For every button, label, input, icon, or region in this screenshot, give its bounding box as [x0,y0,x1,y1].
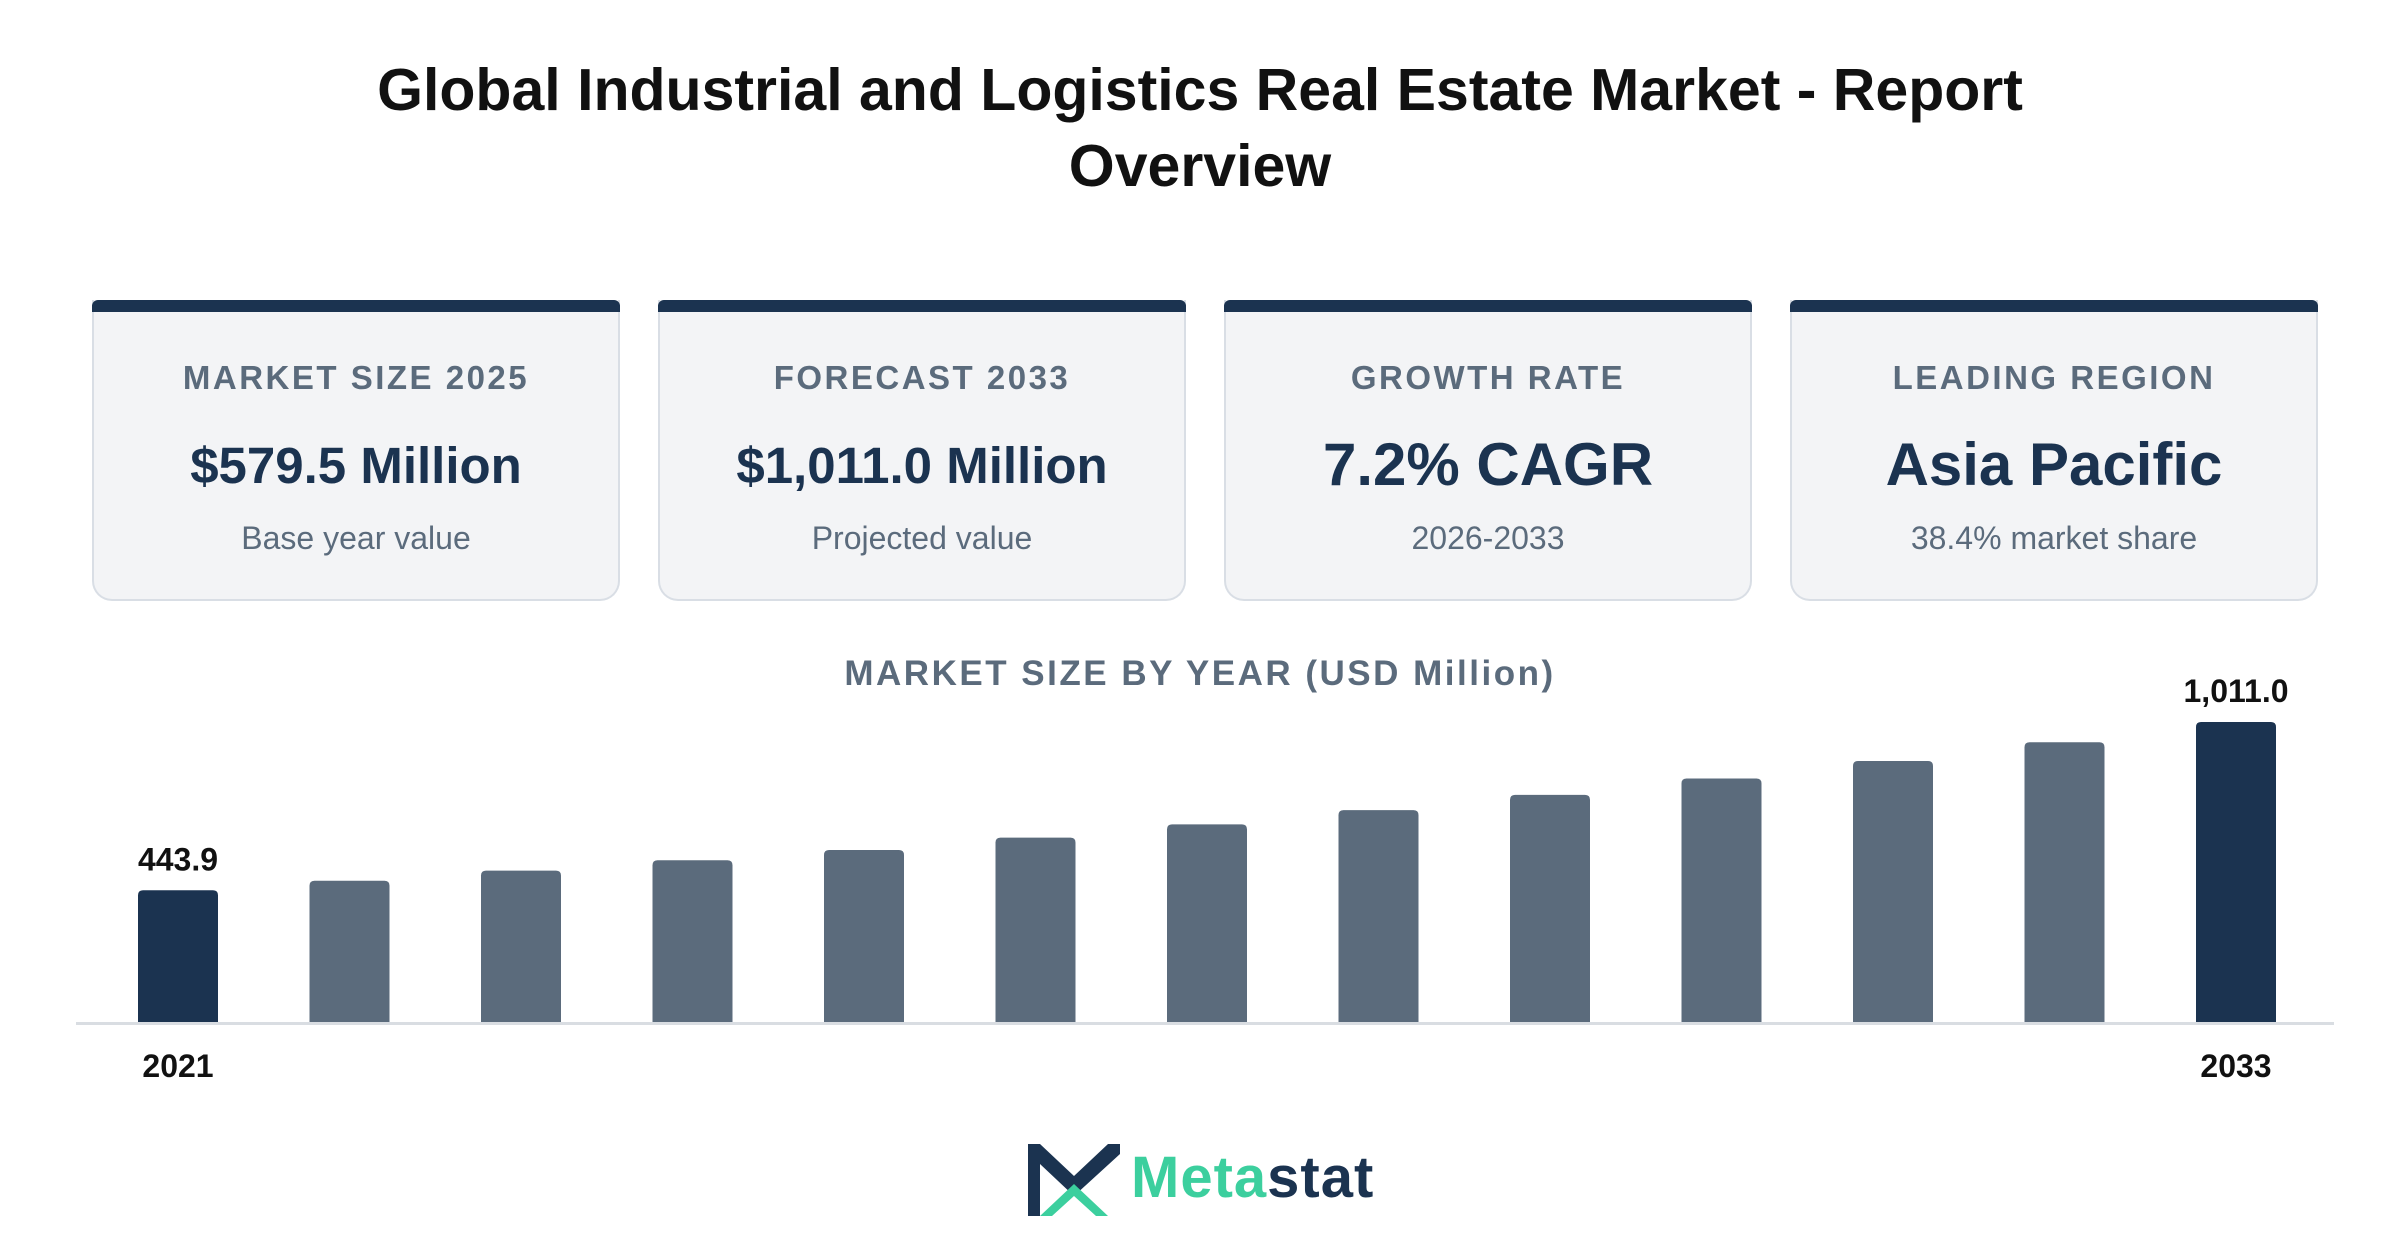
bar-2030 [1681,778,1762,1022]
metastat-logo-icon [1028,1144,1120,1216]
data-label-2021: 443.9 [138,841,218,877]
card-value: $579.5 Million [190,437,522,494]
card-accent-bar [92,300,620,312]
bar-2029 [1510,794,1590,1022]
bar-2021 [138,890,218,1022]
market-size-card: MARKET SIZE 2025 $579.5 Million Base yea… [92,300,620,601]
summary-cards: MARKET SIZE 2025 $579.5 Million Base yea… [92,300,2318,603]
growth-rate-card: GROWTH RATE 7.2% CAGR 2026-2033 [1224,300,1752,601]
logo-text-meta: Meta [1131,1145,1268,1210]
bar-2028 [1338,810,1419,1022]
card-subtext: 2026-2033 [1411,520,1565,556]
bar-2032 [2024,742,2105,1022]
card-subtext: Base year value [241,520,471,556]
card-subtext: 38.4% market share [1910,520,2198,556]
card-label: GROWTH RATE [1350,359,1626,396]
card-label: FORECAST 2033 [773,359,1071,396]
card-label: MARKET SIZE 2025 [182,359,530,396]
card-label: LEADING REGION [1892,359,2216,396]
leading-region-card: LEADING REGION Asia Pacific 38.4% market… [1790,300,2318,601]
card-accent-bar [1224,300,1752,312]
page-title: Global Industrial and Logistics Real Est… [377,57,2023,199]
card-value: 7.2% CAGR [1322,431,1654,498]
card-value: $1,011.0 Million [736,437,1108,494]
metastat-logo: Metastat [1026,1138,1396,1218]
chart-title: MARKET SIZE BY YEAR (USD Million) [844,654,1556,693]
metastat-wordmark: Metastat [1131,1138,1374,1218]
bar-2025 [824,850,904,1022]
bar-2027 [1167,824,1247,1022]
x-tick-label-2021: 2021 [142,1048,213,1084]
x-tick-label-2033: 2033 [2200,1048,2271,1084]
card-subtext: Projected value [811,520,1033,556]
bar-2023 [481,870,561,1022]
card-accent-bar [1790,300,2318,312]
forecast-card: FORECAST 2033 $1,011.0 Million Projected… [658,300,1186,601]
bar-2031 [1853,761,1933,1022]
bar-2024 [652,860,733,1022]
bar-2022 [309,880,390,1022]
logo-text-stat: stat [1267,1145,1375,1210]
data-label-2033: 1,011.0 [2184,673,2289,709]
bar-2026 [995,837,1076,1022]
card-value: Asia Pacific [1885,431,2223,498]
bar-2033 [2196,722,2276,1022]
card-accent-bar [658,300,1186,312]
